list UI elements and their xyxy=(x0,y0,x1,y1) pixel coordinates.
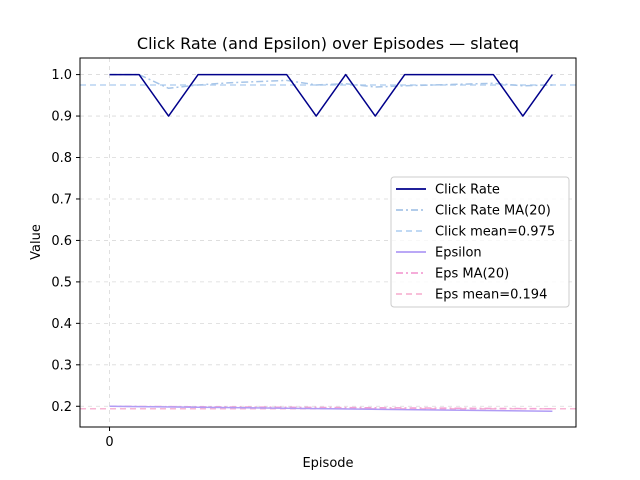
legend-label: Eps mean=0.194 xyxy=(435,288,547,303)
chart-title: Click Rate (and Epsilon) over Episodes —… xyxy=(137,34,519,53)
series-line-1 xyxy=(109,73,553,90)
x-tick-label: 0 xyxy=(105,435,113,450)
ticks: 0.2 0.3 0.4 0.5 0.6 0.7 0.8 0.9 1.0 0 xyxy=(51,68,113,450)
legend-label: Click mean=0.975 xyxy=(435,225,555,240)
y-tick-label: 0.6 xyxy=(51,234,72,249)
legend: Click Rate Click Rate MA(20) Click mean=0.… xyxy=(390,176,570,308)
series-line-0 xyxy=(109,73,553,117)
legend-box xyxy=(390,176,570,308)
legend-label: Click Rate MA(20) xyxy=(435,204,551,219)
y-tick-label: 0.3 xyxy=(51,358,72,373)
y-tick-label: 0.4 xyxy=(51,317,72,332)
legend-label: Epsilon xyxy=(435,246,482,261)
series-line-4 xyxy=(109,405,553,410)
y-tick-label: 0.8 xyxy=(51,151,72,166)
y-tick-label: 0.7 xyxy=(51,192,72,207)
legend-label: Click Rate xyxy=(435,183,500,198)
y-tick-label: 0.9 xyxy=(51,110,72,125)
legend-label: Eps MA(20) xyxy=(435,267,509,282)
series-layer xyxy=(80,73,576,412)
x-axis-label: Episode xyxy=(302,456,353,471)
series-line-3 xyxy=(109,405,553,412)
y-tick-label: 0.2 xyxy=(51,400,72,415)
y-axis-label: Value xyxy=(29,224,44,260)
plot-frame xyxy=(79,57,577,428)
y-tick-label: 1.0 xyxy=(51,68,72,83)
y-tick-label: 0.5 xyxy=(51,275,72,290)
